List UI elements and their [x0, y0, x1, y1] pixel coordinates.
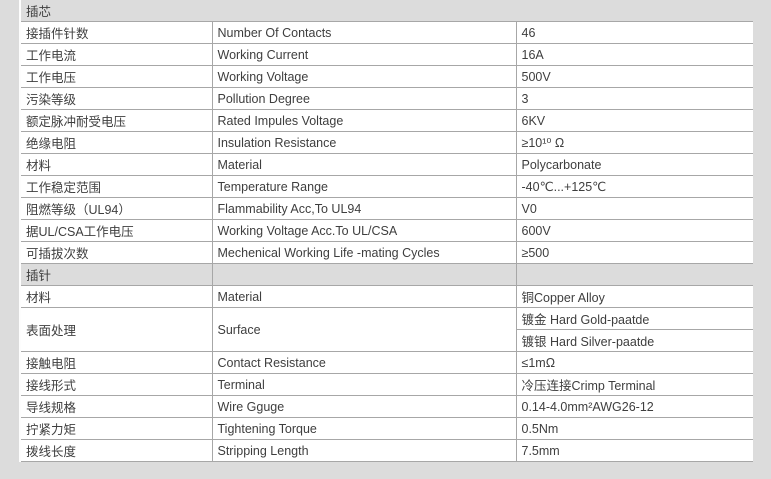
table-row: 据UL/CSA工作电压 Working Voltage Acc.To UL/CS… [20, 219, 753, 242]
table-row: 接线形式 Terminal 冷压连接Crimp Terminal [20, 373, 753, 396]
spec-label-en: Insulation Resistance [211, 131, 517, 154]
spec-value: V0 [515, 197, 753, 220]
spec-label-cn: 导线规格 [20, 395, 213, 418]
spec-value: 3 [515, 87, 753, 110]
spec-label-cn: 表面处理 [20, 307, 213, 352]
spec-value: 0.14-4.0mm²AWG26-12 [515, 395, 753, 418]
spec-label-en: Temperature Range [211, 175, 517, 198]
spec-value: 0.5Nm [515, 417, 753, 440]
spec-label-en: Terminal [211, 373, 517, 396]
table-row: 拨线长度 Stripping Length 7.5mm [20, 439, 753, 462]
table-row: 导线规格 Wire Gguge 0.14-4.0mm²AWG26-12 [20, 395, 753, 418]
spec-label-en: Rated Impules Voltage [211, 109, 517, 132]
table-row: 接插件针数 Number Of Contacts 46 [20, 21, 753, 44]
spec-label-en: Number Of Contacts [211, 21, 517, 44]
spec-label-en: Material [211, 153, 517, 176]
spec-label-cn: 据UL/CSA工作电压 [20, 219, 213, 242]
spec-table: 插芯 接插件针数 Number Of Contacts 46 工作电流 Work… [19, 0, 753, 462]
spec-label-cn: 绝缘电阻 [20, 131, 213, 154]
spec-value: 600V [515, 219, 753, 242]
spec-value: 46 [515, 21, 753, 44]
table-row: 接触电阻 Contact Resistance ≤1mΩ [20, 351, 753, 374]
spec-value: ≥500 [515, 241, 753, 264]
spec-value: 冷压连接Crimp Terminal [515, 373, 753, 396]
spec-label-en: Working Current [211, 43, 517, 66]
table-row: 镀银 Hard Silver-paatde [20, 329, 753, 352]
spec-label-en: Tightening Torque [211, 417, 517, 440]
spec-value: 7.5mm [515, 439, 753, 462]
spec-value: 500V [515, 65, 753, 88]
spec-label-en: Pollution Degree [211, 87, 517, 110]
spec-value: 铜Copper Alloy [515, 285, 753, 308]
spec-label-cn: 拧紧力矩 [20, 417, 213, 440]
spec-label-cn: 可插拔次数 [20, 241, 213, 264]
spec-label-en: Contact Resistance [211, 351, 517, 374]
spec-value: 6KV [515, 109, 753, 132]
section-header-row: 插芯 [20, 0, 753, 22]
spec-value: ≥10¹⁰ Ω [515, 131, 753, 154]
spec-label-cn: 工作稳定范围 [20, 175, 213, 198]
section-header-empty-cell [515, 263, 753, 286]
table-row: 拧紧力矩 Tightening Torque 0.5Nm [20, 417, 753, 440]
spec-label-en: Mechenical Working Life -mating Cycles [211, 241, 517, 264]
section-header-empty-cell [211, 263, 517, 286]
spec-value: -40℃...+125℃ [515, 175, 753, 198]
spec-value: 镀银 Hard Silver-paatde [516, 329, 753, 352]
section-title: 插芯 [20, 0, 753, 22]
table-row: 材料 Material Polycarbonate [20, 153, 753, 176]
spec-label-en: Flammability Acc,To UL94 [211, 197, 517, 220]
spec-label-cn: 额定脉冲耐受电压 [20, 109, 213, 132]
spec-label-cn: 材料 [20, 153, 213, 176]
spec-value: 镀金 Hard Gold-paatde [515, 307, 753, 330]
table-row: 可插拔次数 Mechenical Working Life -mating Cy… [20, 241, 753, 264]
spec-label-cn: 拨线长度 [20, 439, 213, 462]
table-row: 材料 Material 铜Copper Alloy [20, 285, 753, 308]
table-row: 表面处理 Surface 镀金 Hard Gold-paatde [20, 307, 753, 352]
spec-label-en: Surface [211, 307, 517, 352]
spec-label-en: Working Voltage Acc.To UL/CSA [211, 219, 517, 242]
spec-label-cn: 接触电阻 [20, 351, 213, 374]
spec-label-cn: 阻燃等级（UL94） [20, 197, 213, 220]
spec-label-cn: 工作电流 [20, 43, 213, 66]
table-row: 工作稳定范围 Temperature Range -40℃...+125℃ [20, 175, 753, 198]
section-header-row: 插针 [20, 263, 753, 286]
table-row: 工作电流 Working Current 16A [20, 43, 753, 66]
spec-label-cn: 工作电压 [20, 65, 213, 88]
table-row: 绝缘电阻 Insulation Resistance ≥10¹⁰ Ω [20, 131, 753, 154]
spec-value: Polycarbonate [515, 153, 753, 176]
section-title: 插针 [20, 263, 213, 286]
spec-label-en: Working Voltage [211, 65, 517, 88]
table-row: 工作电压 Working Voltage 500V [20, 65, 753, 88]
spec-label-en: Material [211, 285, 517, 308]
spec-label-cn: 接线形式 [20, 373, 213, 396]
table-row: 额定脉冲耐受电压 Rated Impules Voltage 6KV [20, 109, 753, 132]
spec-sheet: 插芯 接插件针数 Number Of Contacts 46 工作电流 Work… [19, 0, 753, 462]
table-row: 阻燃等级（UL94） Flammability Acc,To UL94 V0 [20, 197, 753, 220]
spec-label-cn: 污染等级 [20, 87, 213, 110]
table-row: 污染等级 Pollution Degree 3 [20, 87, 753, 110]
spec-label-cn: 接插件针数 [20, 21, 213, 44]
spec-label-en: Stripping Length [211, 439, 517, 462]
spec-value: 16A [515, 43, 753, 66]
spec-value: ≤1mΩ [515, 351, 753, 374]
spec-label-en: Wire Gguge [211, 395, 517, 418]
spec-label-cn: 材料 [20, 285, 213, 308]
